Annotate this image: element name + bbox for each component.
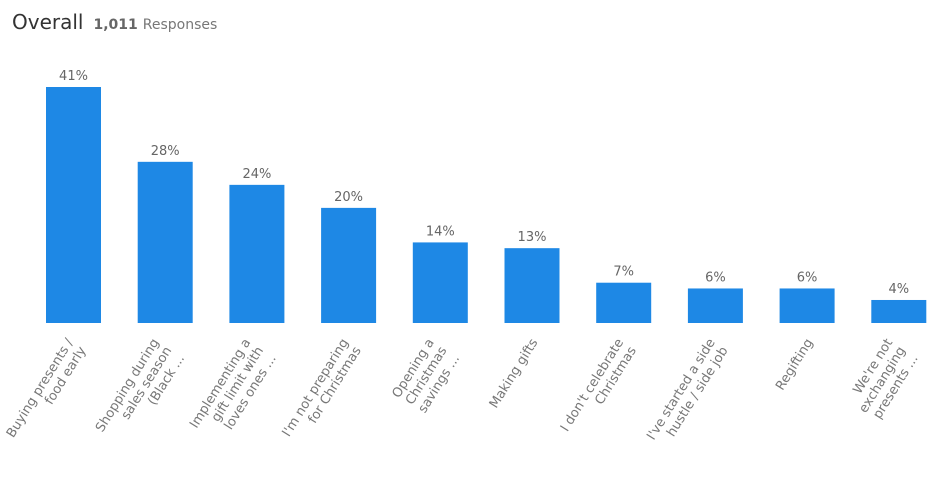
value-label: 24% <box>242 167 271 182</box>
category-label: Opening aChristmassavings ... <box>390 336 464 417</box>
bar[interactable] <box>321 207 377 323</box>
bar[interactable] <box>596 282 652 323</box>
value-label: 14% <box>426 224 455 239</box>
value-label: 20% <box>334 190 363 205</box>
responses-label: Responses <box>142 17 218 33</box>
category-label: Implementing agift limit withloves ones … <box>187 336 280 447</box>
value-label: 6% <box>705 270 726 285</box>
bar[interactable] <box>137 161 193 323</box>
category-label: We're notexchangingpresents ... <box>844 336 922 424</box>
category-label: Making gifts <box>487 336 542 411</box>
value-label: 28% <box>151 144 180 159</box>
bar[interactable] <box>46 87 101 323</box>
bar[interactable] <box>504 248 560 323</box>
value-label: 13% <box>518 230 547 245</box>
response-count: 1,011 <box>93 17 138 33</box>
category-label: Regifting <box>773 336 816 393</box>
chart-title: Overall <box>12 10 84 34</box>
bar[interactable] <box>229 184 285 323</box>
category-label: Shopping duringsales season(Black ... <box>93 336 188 451</box>
bar[interactable] <box>687 288 743 323</box>
value-label: 41% <box>59 69 88 84</box>
bar[interactable] <box>779 288 835 323</box>
category-label: I don't celebrateChristmas <box>558 336 640 443</box>
category-label: I've started a sidehustle / side job <box>644 336 731 451</box>
value-label: 6% <box>797 270 818 285</box>
bar[interactable] <box>871 299 927 323</box>
category-label: Buying presents /food early <box>4 336 90 449</box>
value-label: 7% <box>613 265 634 280</box>
chart-header: Overall 1,011 Responses <box>12 10 217 34</box>
category-label: I'm not preparingfor Christmas <box>280 336 365 448</box>
value-label: 4% <box>888 282 909 297</box>
bar[interactable] <box>412 242 468 323</box>
